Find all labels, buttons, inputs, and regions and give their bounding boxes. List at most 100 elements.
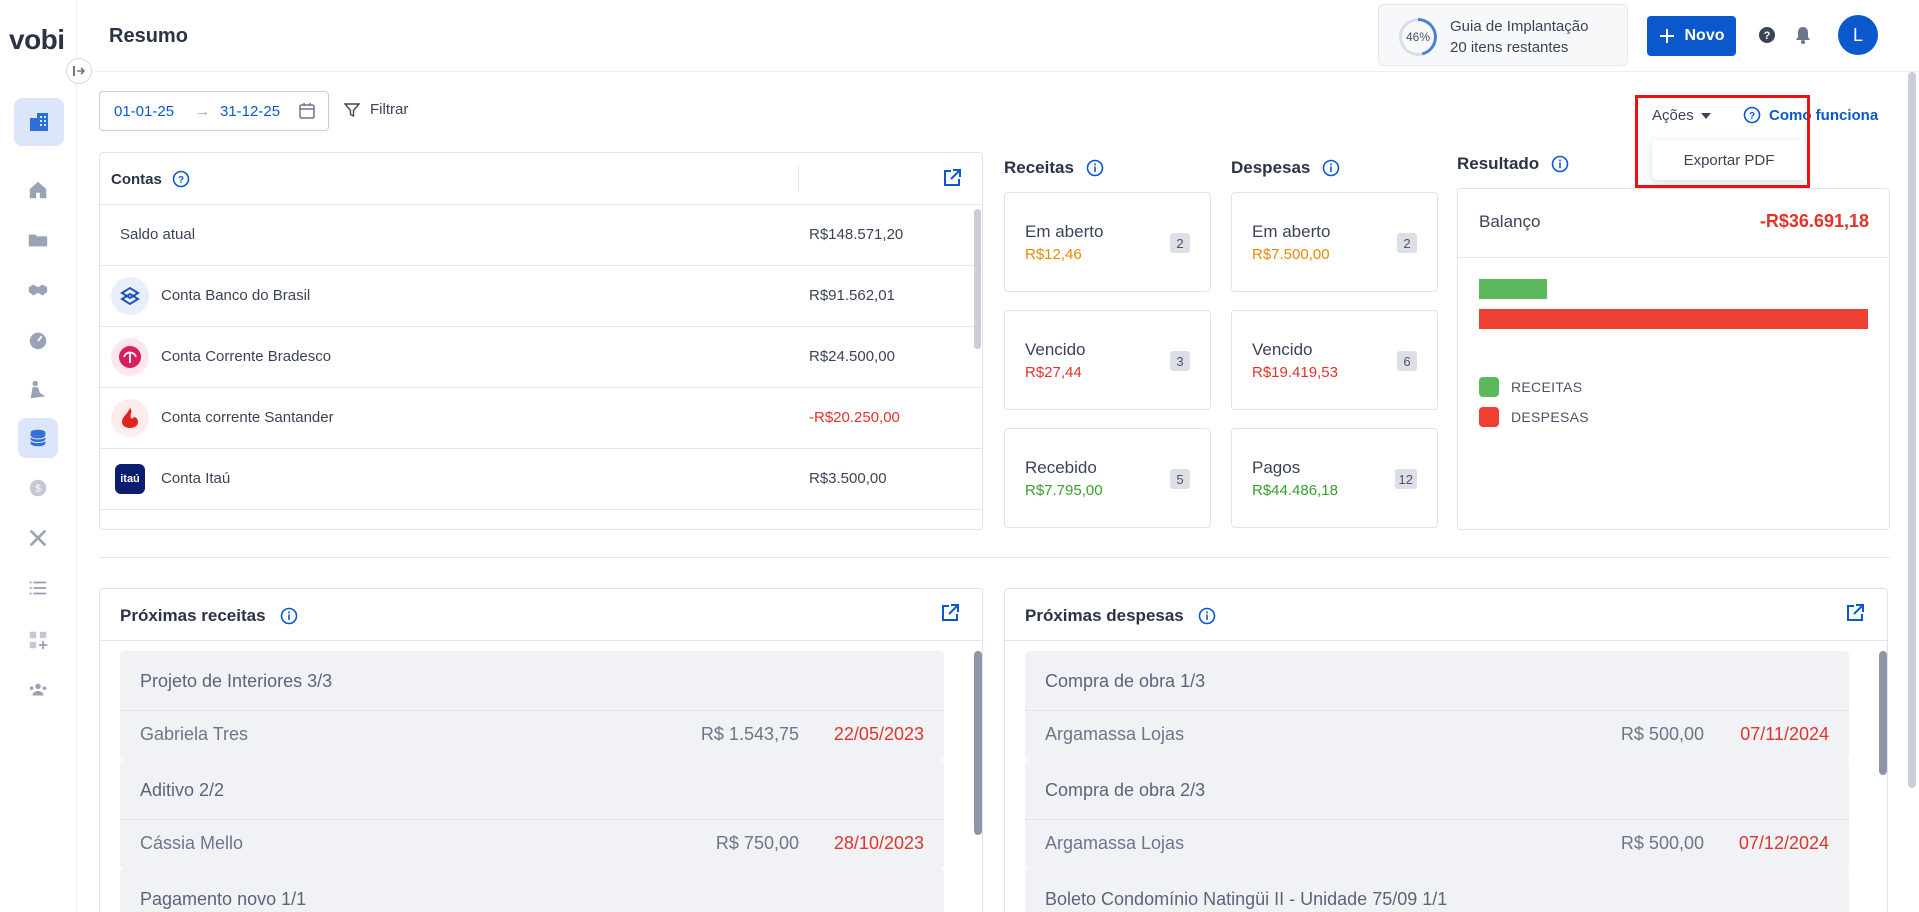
itau-logo-text: itaú [115,464,145,494]
accounts-title: Contas ? [111,170,190,188]
sidebar-item-tools[interactable] [18,518,58,558]
account-row[interactable]: Conta Corrente Bradesco R$24.500,00 [100,327,982,388]
account-value: R$24.500,00 [809,348,895,365]
upcoming-revenue-scrollbar[interactable] [974,651,982,835]
account-value: -R$20.250,00 [809,409,900,426]
date-start[interactable]: 01-01-25 [114,103,175,120]
sidebar-item-list[interactable] [18,568,58,608]
item-supplier: Argamassa Lojas [1045,833,1185,853]
user-avatar[interactable]: L [1838,15,1878,55]
list-item[interactable]: Aditivo 2/2 Cássia Mello R$ 750,00 28/10… [120,760,944,869]
info-icon[interactable] [280,607,298,625]
implementation-guide[interactable]: 46% Guia de Implantação 20 itens restant… [1378,4,1628,66]
revenue-overdue-card[interactable]: Vencido R$27,44 3 [1004,310,1211,410]
open-upcoming-expenses-button[interactable] [1845,603,1865,627]
balance-value: -R$36.691,18 [1759,211,1869,231]
list-item[interactable]: Pagamento novo 1/1 [120,869,944,912]
add-apps-icon [29,631,48,650]
accounts-scrollbar[interactable] [974,209,981,349]
expenses-paid-card[interactable]: Pagos R$44.486,18 12 [1231,428,1438,528]
sidebar-item-payments[interactable]: $ [18,468,58,508]
account-row-balance: Saldo atual R$148.571,20 [100,205,982,266]
list-item[interactable]: Compra de obra 2/3 Argamassa Lojas R$ 50… [1025,760,1849,869]
item-header: Aditivo 2/2 [120,760,944,820]
stat-count-badge: 5 [1170,469,1190,489]
export-pdf-item[interactable]: Exportar PDF [1683,151,1775,169]
expenses-open-card[interactable]: Em aberto R$7.500,00 2 [1231,192,1438,292]
account-row[interactable]: itaú Conta Itaú R$3.500,00 [100,449,982,510]
stat-value: R$7.795,00 [1025,482,1103,499]
page-scrollbar[interactable] [1908,72,1916,788]
stat-label: Em aberto [1025,222,1104,241]
svg-text:$: $ [35,484,41,495]
calendar-icon [298,102,316,124]
revenue-bar [1479,279,1547,299]
info-icon[interactable] [1322,159,1340,177]
upcoming-revenue-header: Próximas receitas [100,589,982,641]
item-date: 28/10/2023 [833,833,924,853]
info-icon[interactable] [1551,155,1569,173]
new-button[interactable]: Novo [1647,16,1736,56]
actions-dropdown[interactable]: Ações [1652,107,1712,124]
item-title: Compra de obra 2/3 [1045,780,1206,800]
list-item[interactable]: Compra de obra 1/3 Argamassa Lojas R$ 50… [1025,651,1849,760]
filter-label: Filtrar [370,101,409,118]
upcoming-expenses-scrollbar[interactable] [1879,651,1887,775]
sidebar-toggle-button[interactable] [66,58,92,84]
list-item[interactable]: Projeto de Interiores 3/3 Gabriela Tres … [120,651,944,760]
item-header: Pagamento novo 1/1 [120,869,944,912]
help-outline-icon[interactable]: ? [172,170,190,188]
sidebar-item-dashboard[interactable] [18,320,58,360]
sidebar-item-team[interactable] [18,670,58,710]
account-row[interactable]: Conta Banco do Brasil R$91.562,01 [100,266,982,327]
building-icon [30,113,48,131]
list-item[interactable]: Boleto Condomínio Natingüi II - Unidade … [1025,869,1849,912]
item-header: Compra de obra 2/3 [1025,760,1849,820]
open-accounts-button[interactable] [942,168,962,192]
item-amount: R$ 500,00 [1620,833,1704,853]
item-header: Boleto Condomínio Natingüi II - Unidade … [1025,869,1849,912]
info-icon[interactable] [1086,159,1104,177]
expenses-overdue-card[interactable]: Vencido R$19.419,53 6 [1231,310,1438,410]
revenue-open-card[interactable]: Em aberto R$12,46 2 [1004,192,1211,292]
sidebar-item-apps[interactable] [18,620,58,660]
accounts-title-text: Contas [111,170,162,188]
expenses-title-text: Despesas [1231,158,1311,177]
home-icon [29,181,47,199]
sidebar-item-crm[interactable] [18,270,58,310]
how-it-works-link[interactable]: ? Como funciona [1743,106,1878,124]
sidebar-item-finance[interactable] [18,418,58,458]
item-title: Boleto Condomínio Natingüi II - Unidade … [1045,889,1448,909]
open-upcoming-revenue-button[interactable] [940,603,960,627]
stat-value: R$12,46 [1025,246,1082,263]
external-link-icon [1847,604,1864,621]
help-outline-icon: ? [1743,106,1761,124]
accounts-header: Contas ? [100,153,982,205]
upcoming-revenue-title: Próximas receitas [120,606,298,626]
date-range-picker[interactable]: 01-01-25 → 31-12-25 [99,91,329,131]
account-row[interactable]: Conta corrente Santander -R$20.250,00 [100,388,982,449]
app-logo[interactable]: vobi [9,24,65,55]
external-link-icon [944,169,961,186]
svg-text:?: ? [1749,111,1755,122]
filter-button[interactable]: Filtrar [344,101,408,118]
upcoming-revenue-title-text: Próximas receitas [120,606,266,625]
help-button[interactable]: ? [1757,25,1777,45]
guide-title: Guia de Implantação [1450,18,1589,35]
info-icon[interactable] [1198,607,1216,625]
stat-count-badge: 3 [1170,351,1190,371]
collapse-arrow-icon [73,66,86,76]
sidebar-item-projects[interactable] [18,220,58,260]
sidebar-item-home[interactable] [18,170,58,210]
sidebar-item-company[interactable] [14,98,64,146]
legend-swatch [1479,407,1499,427]
revenue-received-card[interactable]: Recebido R$7.795,00 5 [1004,428,1211,528]
sidebar-item-works[interactable] [18,370,58,410]
upcoming-expenses-title-text: Próximas despesas [1025,606,1184,625]
svg-text:?: ? [1764,30,1771,42]
notifications-button[interactable] [1793,25,1813,45]
stat-count-badge: 2 [1397,233,1417,253]
item-details: Gabriela Tres R$ 1.543,75 22/05/2023 [120,711,944,760]
date-end[interactable]: 31-12-25 [220,103,281,120]
stat-count-badge: 6 [1397,351,1417,371]
